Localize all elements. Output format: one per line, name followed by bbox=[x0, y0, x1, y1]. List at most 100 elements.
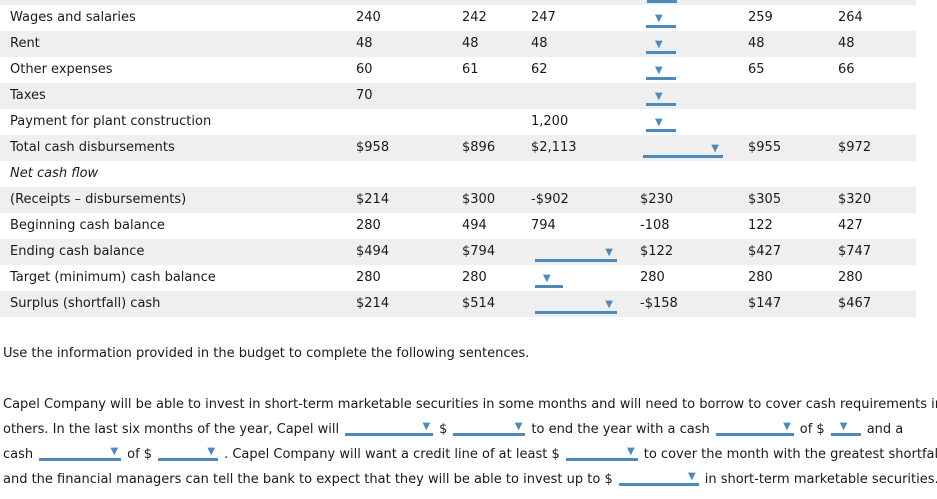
cell-month5: 259 bbox=[748, 10, 773, 25]
cell-month5: 65 bbox=[748, 62, 765, 77]
dropdown-rent-month4[interactable]: ▼ bbox=[646, 35, 676, 54]
dropdown-ending-balance-month3[interactable]: ▼ bbox=[535, 243, 617, 262]
dropdown-credit-line-amount[interactable]: ▼ bbox=[565, 444, 638, 461]
cell-month3: 62 bbox=[531, 62, 548, 77]
sentence-text: others. In the last six months of the ye… bbox=[3, 422, 340, 437]
dropdown-arrow-icon: ▼ bbox=[655, 91, 663, 102]
row-label: Ending cash balance bbox=[10, 244, 145, 259]
table-row-receipts-disbursements: (Receipts – disbursements) $214 $300 -$9… bbox=[0, 187, 916, 213]
cell-month1: $958 bbox=[356, 140, 390, 155]
cell-month4: $122 bbox=[640, 244, 674, 259]
table-row-total-disbursements: Total cash disbursements $958 $896 $2,11… bbox=[0, 135, 916, 161]
cell-month6: 264 bbox=[838, 10, 863, 25]
dropdown-arrow-icon: ▼ bbox=[783, 421, 791, 432]
cell-month1: $214 bbox=[356, 296, 390, 311]
sentence-text: and a bbox=[866, 422, 904, 437]
cell-month3: 1,200 bbox=[531, 114, 569, 129]
cell-month5: $427 bbox=[748, 244, 782, 259]
dropdown-surplus-amount[interactable]: ▼ bbox=[830, 419, 861, 436]
table-row-rent: Rent 48 48 48 ▼ 48 48 bbox=[0, 31, 916, 57]
cell-month3: 48 bbox=[531, 36, 548, 51]
table-row-other-expenses: Other expenses 60 61 62 ▼ 65 66 bbox=[0, 57, 916, 83]
cell-month2: 61 bbox=[462, 62, 479, 77]
cell-month3: 794 bbox=[531, 218, 556, 233]
paragraph-line-3: cash ▼ of $ ▼ . Capel Company will want a cr… bbox=[3, 442, 937, 467]
dropdown-arrow-icon: ▼ bbox=[711, 143, 719, 154]
cell-month5: 122 bbox=[748, 218, 773, 233]
dropdown-total-disbursements-month4[interactable]: ▼ bbox=[643, 139, 723, 158]
row-label: Net cash flow bbox=[10, 166, 99, 181]
table-row-net-cash-flow: Net cash flow bbox=[0, 161, 916, 187]
cell-month5: 280 bbox=[748, 270, 773, 285]
dropdown-net-amount[interactable]: ▼ bbox=[453, 419, 526, 436]
cell-month2: 494 bbox=[462, 218, 487, 233]
dropdown-arrow-icon: ▼ bbox=[627, 446, 635, 457]
sentence-text: $ bbox=[439, 422, 448, 437]
dropdown-arrow-icon: ▼ bbox=[655, 13, 663, 24]
cell-month6: $467 bbox=[838, 296, 872, 311]
dropdown-surplus-or-shortfall[interactable]: ▼ bbox=[715, 419, 794, 436]
sentence-text: cash bbox=[3, 447, 34, 462]
dropdown-arrow-icon: ▼ bbox=[110, 446, 119, 457]
sentence-text: to cover the month with the greatest sho… bbox=[643, 447, 937, 462]
dropdown-arrow-icon: ▼ bbox=[543, 273, 551, 284]
dropdown-invest-up-to-amount[interactable]: ▼ bbox=[618, 469, 699, 486]
dropdown-plant-construction-month4[interactable]: ▼ bbox=[646, 113, 676, 132]
dropdown-surplus-month3[interactable]: ▼ bbox=[535, 295, 617, 314]
cell-month2: $794 bbox=[462, 244, 496, 259]
table-row-ending-balance: Ending cash balance $494 $794 ▼ $122 $42… bbox=[0, 239, 916, 265]
paragraph-line-2: others. In the last six months of the ye… bbox=[3, 417, 937, 442]
cell-month3: $2,113 bbox=[531, 140, 577, 155]
row-label: Target (minimum) cash balance bbox=[10, 270, 216, 285]
cell-month6: $972 bbox=[838, 140, 872, 155]
cell-month2: $300 bbox=[462, 192, 496, 207]
dropdown-other-expenses-month4[interactable]: ▼ bbox=[646, 61, 676, 80]
sentence-text: in short-term marketable securities. bbox=[704, 472, 937, 487]
cell-month2: $896 bbox=[462, 140, 496, 155]
sentence-text: of $ bbox=[799, 422, 825, 437]
dropdown-wages-month4[interactable]: ▼ bbox=[646, 9, 676, 28]
row-label: Total cash disbursements bbox=[10, 140, 175, 155]
row-label: Other expenses bbox=[10, 62, 113, 77]
dropdown-invest-or-borrow[interactable]: ▼ bbox=[345, 419, 434, 436]
sentence-text: and the financial managers can tell the … bbox=[3, 472, 613, 487]
cell-month4: -108 bbox=[640, 218, 670, 233]
cell-month1: 240 bbox=[356, 10, 381, 25]
dropdown-arrow-icon: ▼ bbox=[207, 446, 216, 457]
row-label: Beginning cash balance bbox=[10, 218, 165, 233]
cell-month1: 280 bbox=[356, 218, 381, 233]
table-row-taxes: Taxes 70 ▼ bbox=[0, 83, 916, 109]
dropdown-fragment bbox=[647, 0, 677, 3]
cell-month4: 280 bbox=[640, 270, 665, 285]
cell-month1: 48 bbox=[356, 36, 373, 51]
cell-month2: $514 bbox=[462, 296, 496, 311]
cell-month4: $230 bbox=[640, 192, 674, 207]
cell-month6: 280 bbox=[838, 270, 863, 285]
dropdown-arrow-icon: ▼ bbox=[605, 247, 613, 258]
row-label: Surplus (shortfall) cash bbox=[10, 296, 161, 311]
table-row-partial bbox=[0, 0, 916, 5]
dropdown-cash-type[interactable]: ▼ bbox=[39, 444, 122, 461]
cell-month2: 48 bbox=[462, 36, 479, 51]
cell-month5: $955 bbox=[748, 140, 782, 155]
cell-month5: 48 bbox=[748, 36, 765, 51]
cell-month1: 60 bbox=[356, 62, 373, 77]
sentence-text: to end the year with a cash bbox=[531, 422, 710, 437]
row-label: Wages and salaries bbox=[10, 10, 136, 25]
row-label: Payment for plant construction bbox=[10, 114, 212, 129]
dropdown-target-balance-month3[interactable]: ▼ bbox=[535, 269, 563, 288]
dropdown-taxes-month4[interactable]: ▼ bbox=[646, 87, 676, 106]
cell-month1: $214 bbox=[356, 192, 390, 207]
table-row-plant-construction: Payment for plant construction 1,200 ▼ bbox=[0, 109, 916, 135]
cell-month1: 70 bbox=[356, 88, 373, 103]
dropdown-arrow-icon: ▼ bbox=[688, 471, 696, 482]
paragraph-line-4: and the financial managers can tell the … bbox=[3, 467, 937, 492]
dropdown-cash-amount[interactable]: ▼ bbox=[158, 444, 219, 461]
dropdown-arrow-icon: ▼ bbox=[605, 299, 613, 310]
dropdown-arrow-icon: ▼ bbox=[655, 117, 663, 128]
cell-month6: 427 bbox=[838, 218, 863, 233]
cell-month6: 48 bbox=[838, 36, 855, 51]
cell-month1: 280 bbox=[356, 270, 381, 285]
sentence-text: . Capel Company will want a credit line … bbox=[224, 447, 560, 462]
dropdown-arrow-icon: ▼ bbox=[655, 39, 663, 50]
